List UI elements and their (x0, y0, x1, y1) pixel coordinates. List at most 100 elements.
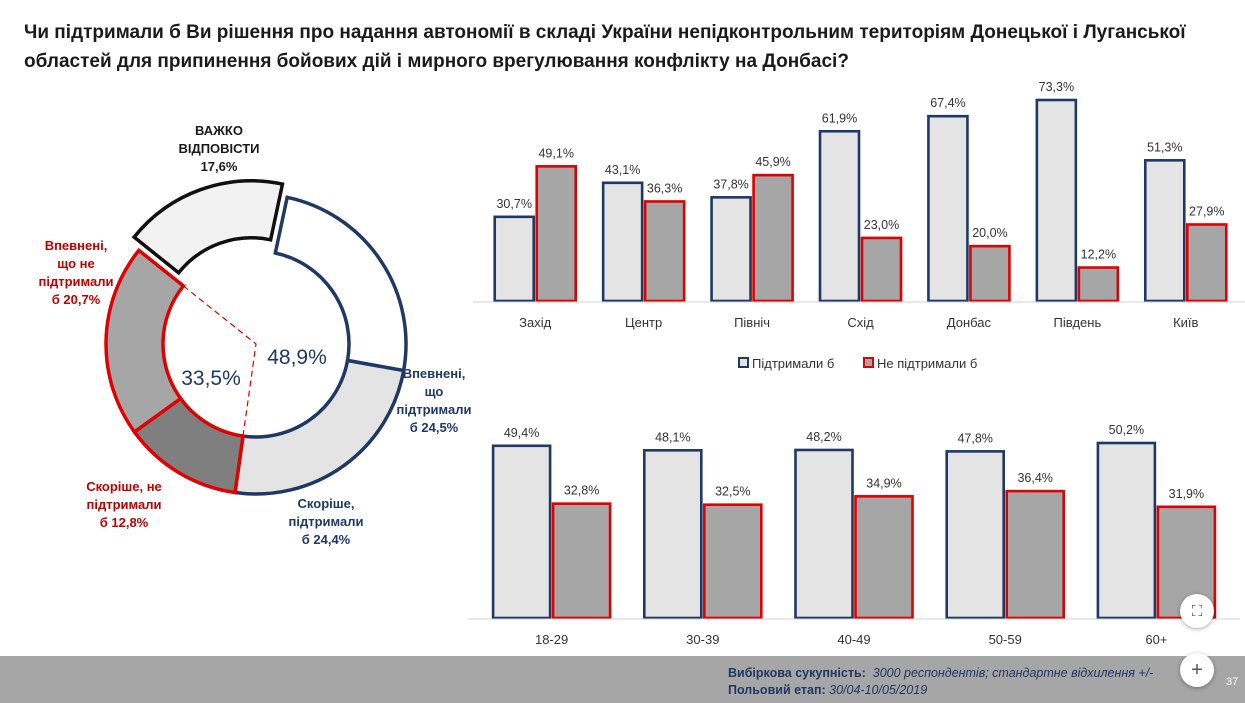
category-label: 50-59 (989, 632, 1022, 647)
category-label: 30-39 (686, 632, 719, 647)
category-label: Схід (847, 315, 874, 330)
oppose-bar (551, 502, 612, 620)
slice-label: ВАЖКО (195, 123, 243, 138)
region-bar-chart: 30,7% 49,1% Захід 43,1% 36,3% Центр 37,8% 45,9%… (473, 80, 1245, 330)
bar-value-label: 36,3% (647, 181, 682, 195)
page-title: Чи підтримали б Ви рішення про надання а… (24, 22, 1186, 72)
age-bar-chart: 49,4% 32,8% 18-29 48,1% 32,5% 30-39 48,2% 34,9%… (468, 423, 1240, 647)
legend-label: Підтримали б (752, 356, 834, 371)
bar-value-label: 61,9% (822, 111, 857, 125)
oppose-divider (182, 285, 257, 437)
donut-slice (273, 195, 408, 373)
oppose-bar (969, 244, 1011, 303)
support-bar (1096, 441, 1157, 620)
bar-value-label: 20,0% (972, 226, 1007, 240)
slice-label: б 20,7% (52, 292, 101, 307)
category-label: 18-29 (535, 632, 568, 647)
support-bar (642, 449, 703, 620)
footer-text: Вибіркова сукупність: 3000 респондентів;… (728, 665, 1153, 699)
legend-swatch (863, 357, 874, 368)
legend: Підтримали б Не підтримали б (738, 356, 977, 371)
slice-label: підтримали (397, 402, 472, 417)
slice-label: що (425, 384, 444, 399)
bar-value-label: 67,4% (930, 96, 965, 110)
footer-bar (0, 656, 1245, 703)
bar-value-label: 23,0% (864, 218, 899, 232)
bar-value-label: 73,3% (1039, 80, 1074, 94)
category-label: Захід (519, 315, 551, 330)
oppose-bar (1185, 223, 1228, 303)
field-value: 30/04-10/05/2019 (829, 683, 928, 697)
slice-label: підтримали (289, 514, 364, 529)
bar-value-label: 45,9% (755, 155, 790, 169)
sample-label: Вибіркова сукупність: (728, 666, 866, 680)
support-bar (818, 129, 861, 303)
fit-screen-icon: ⛶ (1191, 602, 1203, 620)
support-bar (945, 450, 1006, 620)
bar-value-label: 36,4% (1017, 471, 1052, 485)
slice-label: Скоріше, (298, 496, 355, 511)
slice-label: б 24,4% (302, 532, 351, 547)
category-label: 60+ (1145, 632, 1167, 647)
support-bar (794, 448, 854, 620)
slice-label: Скоріше, не (86, 479, 162, 494)
sample-value: 3000 респондентів; стандартне відхилення… (872, 666, 1154, 680)
bar-value-label: 34,9% (866, 476, 901, 490)
bar-value-label: 49,1% (538, 146, 573, 160)
bar-value-label: 50,2% (1109, 423, 1144, 437)
legend-swatch (738, 357, 749, 368)
bar-value-label: 37,8% (713, 177, 748, 191)
bar-value-label: 30,7% (496, 197, 531, 211)
slice-label: 17,6% (201, 159, 238, 174)
donut-slice (233, 358, 406, 496)
page-number: 37 (1226, 676, 1239, 688)
bar-value-label: 48,2% (806, 430, 841, 444)
slice-label: б 24,5% (410, 420, 459, 435)
support-bar (710, 196, 752, 303)
slice-label: підтримали (39, 274, 114, 289)
slice-label: Впевнені, (403, 366, 466, 381)
slice-label: б 12,8% (100, 515, 149, 530)
bar-value-label: 51,3% (1147, 140, 1182, 154)
charts-canvas: Впевнені, що підтримали б 24,5% Скоріше, підт… (39, 80, 1245, 647)
oppose-bar (643, 200, 686, 303)
legend-label: Не підтримали б (877, 356, 977, 371)
slice-label: що не (57, 256, 94, 271)
field-label: Польовий етап: (728, 683, 826, 697)
donut-slice (131, 179, 285, 276)
donut-slice (104, 247, 186, 435)
center-oppose-total: 33,5% (181, 367, 241, 390)
bar-value-label: 31,9% (1169, 487, 1204, 501)
category-label: Південь (1053, 315, 1101, 330)
support-bar (491, 444, 552, 620)
fit-screen-button[interactable]: ⛶ (1180, 594, 1214, 628)
support-bar (1143, 159, 1186, 303)
support-bar (1035, 98, 1078, 303)
oppose-bar (854, 495, 914, 620)
bar-value-label: 27,9% (1189, 204, 1224, 218)
plus-icon: + (1191, 658, 1203, 681)
oppose-bar (702, 503, 763, 620)
donut-chart: Впевнені, що підтримали б 24,5% Скоріше, підт… (39, 123, 472, 547)
bar-value-label: 48,1% (655, 430, 690, 444)
bar-value-label: 43,1% (605, 163, 640, 177)
center-support-total: 48,9% (267, 346, 327, 369)
category-label: Донбас (947, 315, 992, 330)
category-label: Північ (734, 315, 770, 330)
bar-value-label: 32,8% (564, 484, 599, 498)
category-label: Київ (1173, 315, 1198, 330)
slice-label: підтримали (87, 497, 162, 512)
zoom-in-button[interactable]: + (1180, 653, 1214, 687)
oppose-bar (535, 165, 578, 303)
oppose-bar (860, 236, 903, 303)
category-label: Центр (625, 315, 662, 330)
oppose-bar (1077, 266, 1120, 303)
oppose-bar (1005, 489, 1066, 620)
bar-value-label: 49,4% (504, 426, 539, 440)
category-label: 40-49 (837, 632, 870, 647)
bar-value-label: 32,5% (715, 485, 750, 499)
bar-value-label: 47,8% (957, 431, 992, 445)
oppose-bar (752, 173, 794, 303)
slice-label: ВІДПОВІСТИ (178, 141, 259, 156)
support-bar (493, 215, 536, 303)
